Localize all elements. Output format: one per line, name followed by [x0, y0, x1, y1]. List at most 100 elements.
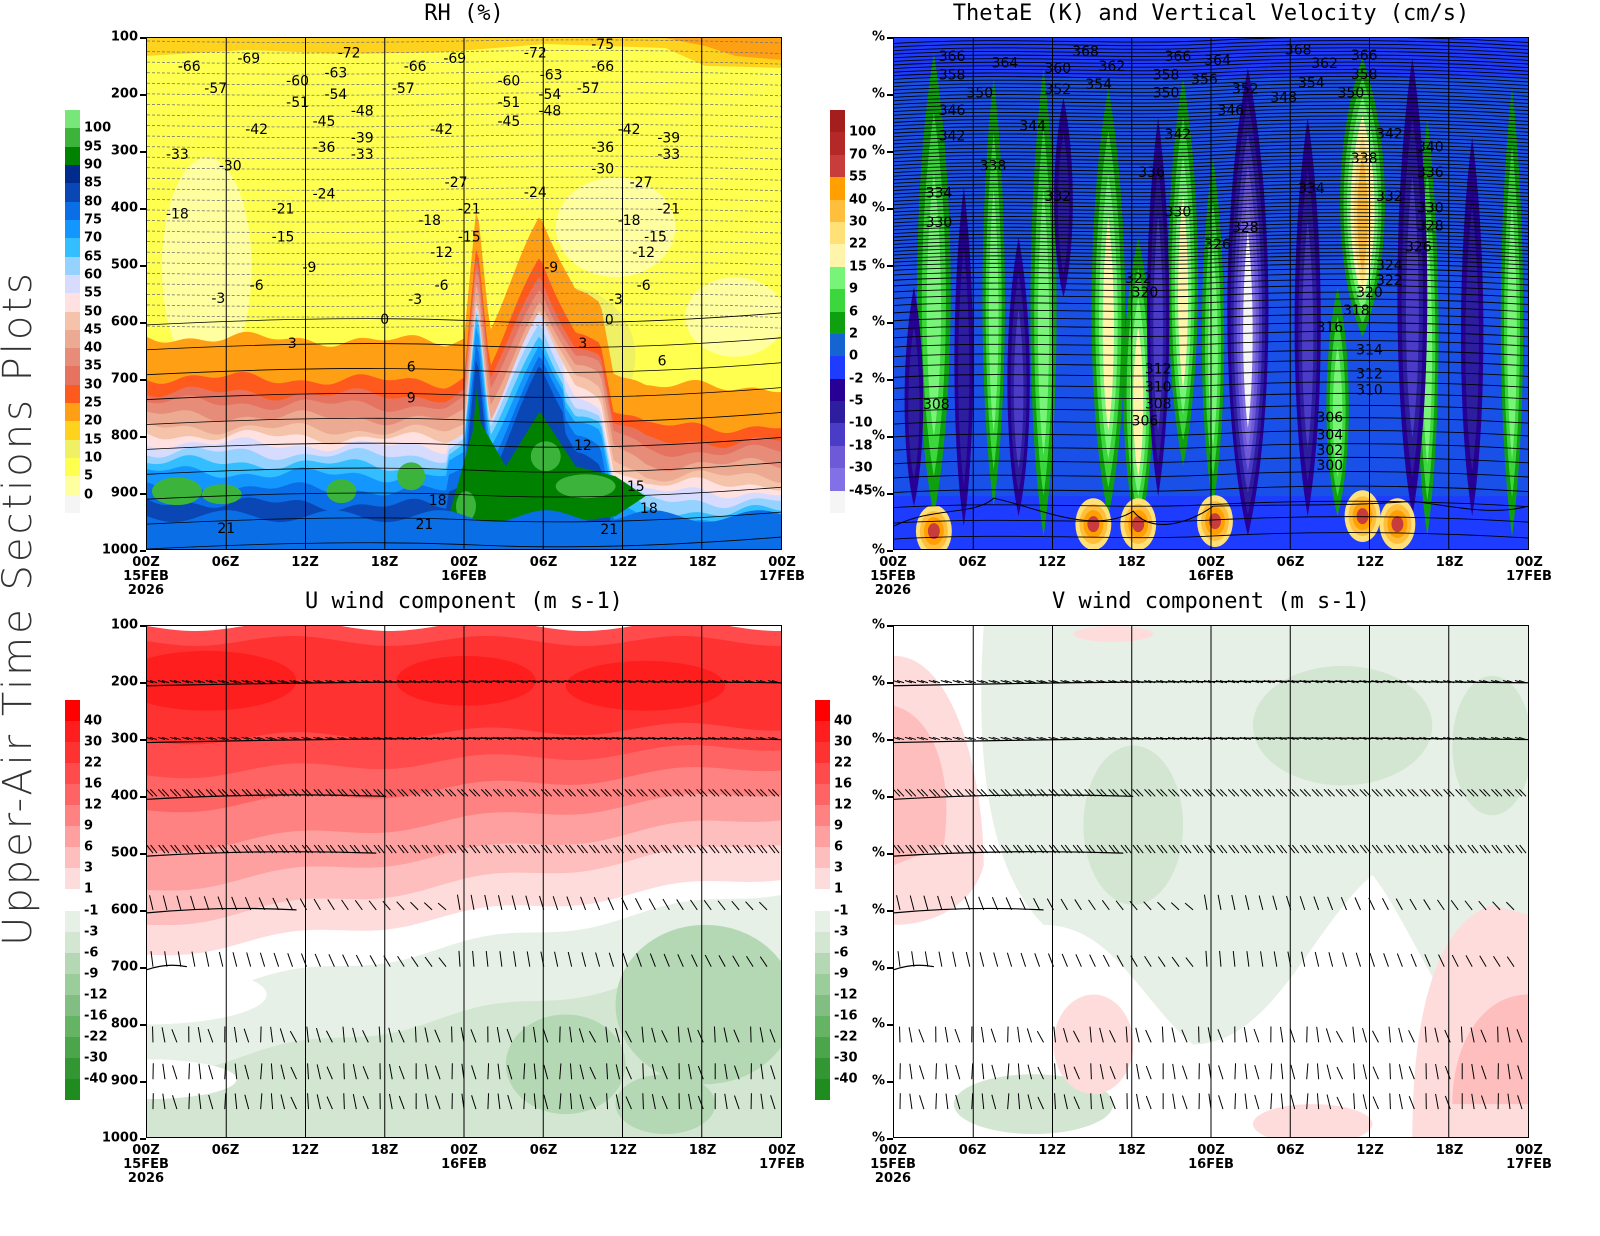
colorbar-swatch: [830, 110, 845, 133]
wind-barb: [259, 952, 266, 967]
wind-barb: [1514, 736, 1523, 741]
y-tick-mark: [887, 796, 893, 798]
wind-barb: [1172, 1093, 1176, 1110]
wind-barb: [717, 900, 726, 911]
wind-barb: [625, 1066, 632, 1080]
wind-barb: [1494, 680, 1503, 684]
wind-barb: [909, 895, 915, 911]
wind-barb: [1435, 789, 1443, 797]
wind-barb: [1267, 680, 1275, 684]
rh-fill-region: [555, 474, 616, 499]
wind-barb: [389, 844, 397, 854]
wind-barb: [712, 736, 720, 741]
wind-barb: [952, 789, 961, 797]
colorbar-swatch: [815, 889, 830, 912]
v-fill-region: [894, 705, 947, 866]
wind-barb: [307, 1063, 309, 1080]
temperature-contour-label: -42: [245, 122, 268, 138]
wind-barb: [957, 844, 965, 854]
colorbar-swatch: [65, 847, 80, 869]
wind-barb: [651, 1027, 656, 1043]
wind-barb: [1280, 844, 1288, 854]
wind-barb: [770, 1095, 776, 1110]
wind-barb: [1371, 736, 1379, 741]
wind-barb: [1227, 736, 1236, 741]
wind-barb: [1254, 1065, 1260, 1080]
wind-barb: [448, 736, 457, 741]
wind-barb: [988, 789, 997, 797]
wind-barb: [241, 680, 249, 684]
wind-barb: [1372, 1096, 1379, 1110]
temperature-contour-label: -54: [538, 87, 561, 103]
wind-barb: [1327, 844, 1336, 854]
isotherm-dashed: [147, 250, 781, 255]
colorbar-swatch: [830, 378, 845, 402]
isotherm-dashed: [147, 292, 781, 297]
wind-barb: [688, 736, 696, 741]
wind-barb: [767, 680, 776, 684]
wind-barb: [401, 736, 409, 741]
wind-barb: [1382, 898, 1389, 911]
wind-barb: [965, 951, 971, 967]
wind-barb: [624, 680, 632, 684]
wind-barb: [1289, 1028, 1296, 1043]
wind-barb: [1171, 1027, 1176, 1043]
wind-barb: [1232, 844, 1240, 854]
wind-barb: [352, 1027, 357, 1043]
wind-barb: [301, 680, 309, 684]
thetae-contour-label: 340: [1417, 139, 1444, 155]
wind-barb: [1466, 736, 1475, 741]
v-wind-plot-area: [893, 625, 1529, 1138]
wind-barb: [373, 680, 381, 684]
y-tick-mark: [887, 739, 893, 741]
wind-barb: [492, 736, 501, 741]
wind-barb: [1054, 1093, 1056, 1110]
v-wind-panel: V wind component (m s-1) %%%%%%%%%% 00Z 1…: [870, 589, 1552, 1186]
wind-barb: [1460, 1026, 1463, 1043]
thetae-contour-label: 306: [1317, 410, 1344, 426]
isotherm-dashed: [147, 218, 781, 223]
wind-barb: [257, 736, 265, 741]
wind-barb: [953, 844, 961, 854]
wind-barb: [162, 844, 170, 854]
colorbar-label: 16: [84, 776, 103, 792]
wind-barb: [1132, 736, 1140, 741]
wind-barb: [664, 844, 672, 854]
temperature-contour-label: -60: [498, 74, 521, 90]
wind-barb: [608, 952, 615, 967]
wind-barb: [1264, 844, 1272, 854]
colorbar-swatch: [830, 154, 845, 178]
wind-barb: [1171, 736, 1180, 741]
wind-barb: [1124, 789, 1132, 797]
wind-barb: [325, 844, 333, 854]
wind-barb: [980, 736, 988, 741]
wind-barb: [759, 956, 768, 967]
wind-barb: [553, 844, 561, 854]
wind-barb: [365, 736, 373, 741]
temperature-contour-label: -15: [644, 230, 667, 246]
wind-barb: [231, 896, 238, 911]
wind-barb: [977, 844, 985, 854]
wind-barb: [1287, 680, 1295, 684]
wind-barb: [445, 844, 453, 854]
wind-barb: [747, 736, 756, 741]
u-wind-plot-area: [146, 625, 782, 1138]
wind-barb: [1060, 898, 1068, 911]
wind-barb: [260, 1063, 263, 1080]
y-tick-mark: [887, 208, 893, 210]
wind-barb: [325, 680, 333, 684]
wind-barb: [1181, 1029, 1188, 1043]
u-wind-title: U wind component (m s-1): [305, 589, 623, 614]
wind-barb: [188, 1093, 190, 1110]
wind-barb: [353, 844, 361, 854]
wind-barb: [511, 895, 517, 911]
wind-barb: [1437, 899, 1445, 911]
thetae-panel: ThetaE (K) and Vertical Velocity (cm/s) …: [870, 1, 1552, 598]
wind-barb: [1267, 736, 1275, 741]
isotherm-solid: [147, 461, 781, 475]
y-tick-label: %: [871, 29, 885, 45]
wind-barb: [1040, 789, 1048, 797]
y-tick-label: %: [871, 959, 885, 975]
wind-barb: [480, 789, 489, 797]
wind-barb: [281, 680, 289, 684]
